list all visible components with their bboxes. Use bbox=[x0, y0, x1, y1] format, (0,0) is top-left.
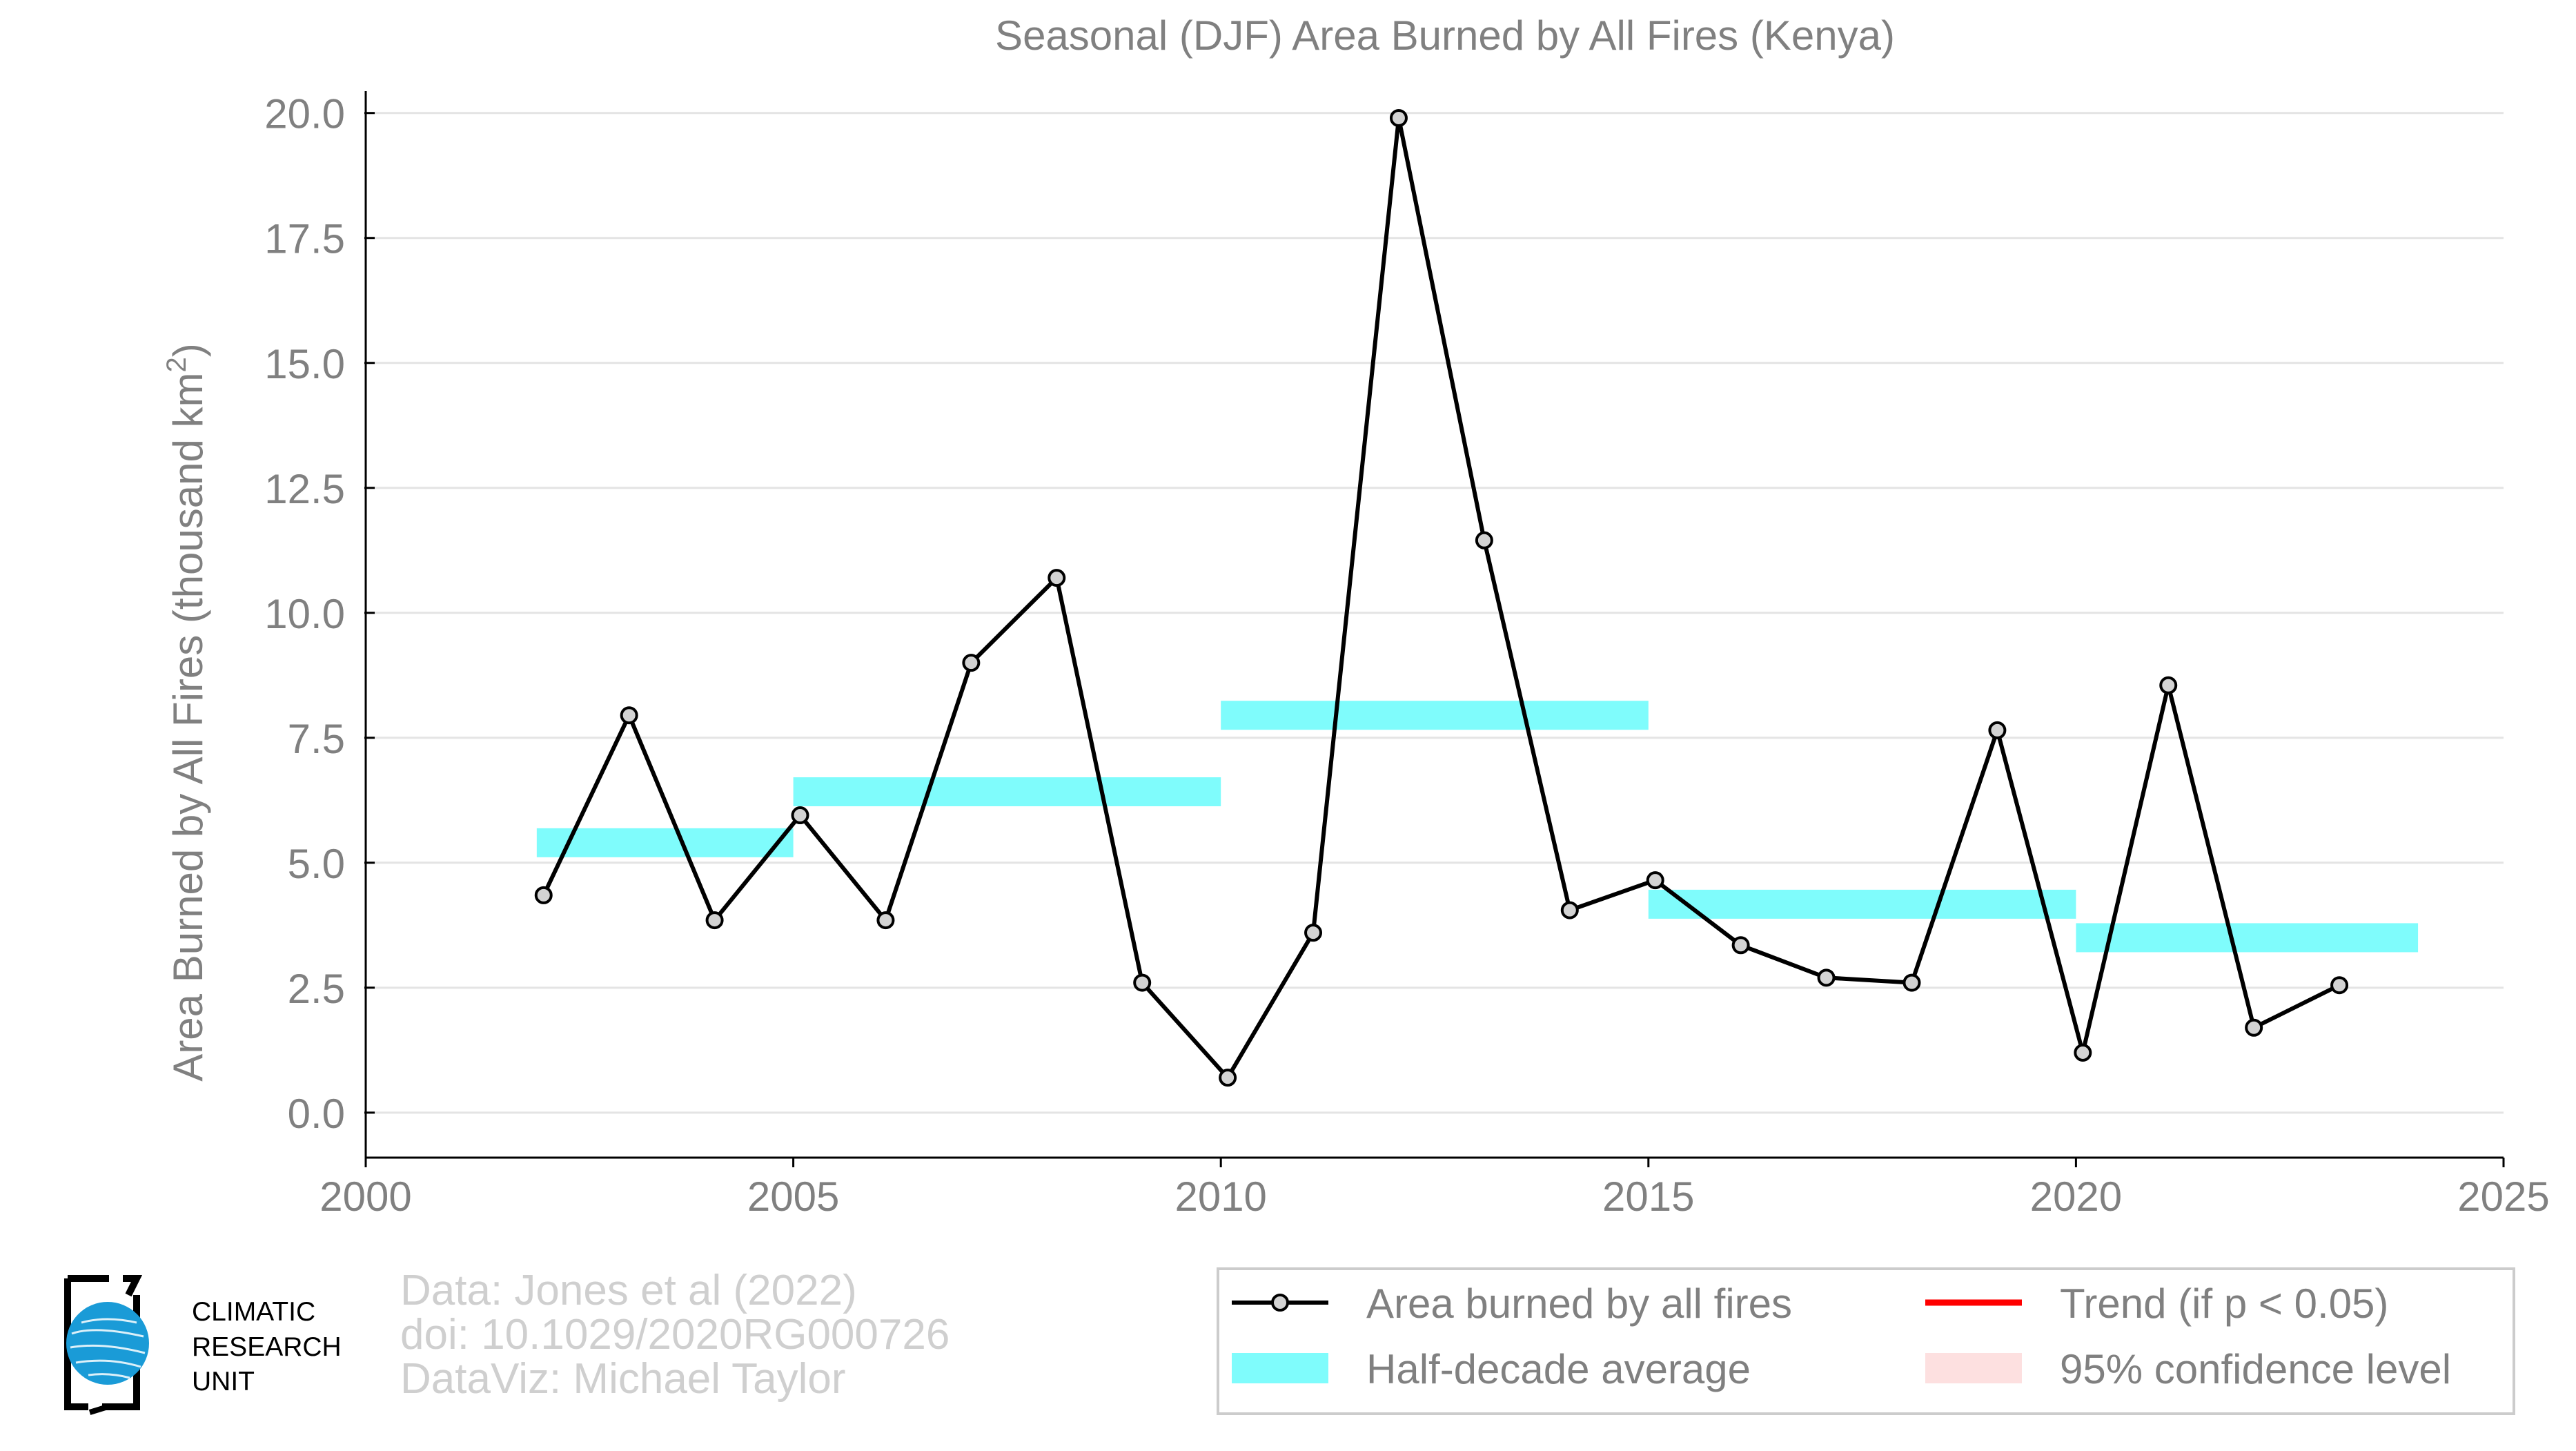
x-tick-label: 2000 bbox=[319, 1174, 411, 1220]
data-point bbox=[962, 654, 981, 672]
x-tick-label: 2025 bbox=[2457, 1174, 2549, 1220]
data-point bbox=[791, 806, 809, 825]
legend-label: Half-decade average bbox=[1366, 1346, 1751, 1392]
half-decade-average-bar bbox=[2076, 923, 2419, 953]
data-point bbox=[1304, 924, 1323, 942]
y-tick-label: 20.0 bbox=[264, 91, 345, 137]
data-point bbox=[2245, 1018, 2263, 1037]
y-tick-label: 12.5 bbox=[264, 466, 345, 512]
legend-swatch-marker bbox=[1271, 1294, 1289, 1312]
y-tick-label: 7.5 bbox=[288, 716, 345, 762]
legend-label: Trend (if p < 0.05) bbox=[2060, 1280, 2388, 1327]
cru-logo-text: CLIMATIC RESEARCH UNIT bbox=[192, 1295, 342, 1400]
half-decade-average-bar bbox=[536, 828, 794, 857]
y-tick-label: 15.0 bbox=[264, 341, 345, 387]
y-tick-label: 5.0 bbox=[288, 841, 345, 887]
data-point bbox=[1560, 901, 1579, 919]
half-decade-average-bar bbox=[1221, 701, 1649, 730]
x-tick-label: 2010 bbox=[1174, 1174, 1266, 1220]
credit-data-source: Data: Jones et al (2022) bbox=[400, 1267, 857, 1314]
legend-swatch-patch bbox=[1925, 1353, 2022, 1383]
half-decade-average-bar bbox=[1648, 889, 2076, 919]
data-point bbox=[1817, 968, 1836, 987]
data-point bbox=[1731, 936, 1750, 955]
data-point bbox=[2159, 676, 2178, 694]
half-decade-average-bars bbox=[536, 701, 2419, 953]
data-point bbox=[534, 886, 553, 904]
data-point bbox=[1389, 108, 1408, 127]
legend-box bbox=[1217, 1267, 2515, 1415]
data-point bbox=[2330, 976, 2349, 995]
credit-doi: doi: 10.1029/2020RG000726 bbox=[400, 1310, 950, 1359]
logo-line-2: RESEARCH bbox=[192, 1332, 342, 1362]
y-axis-label-superscript: 2 bbox=[161, 357, 192, 372]
data-point bbox=[876, 911, 895, 930]
half-decade-average-bar bbox=[793, 777, 1221, 806]
legend-swatch-patch bbox=[1232, 1353, 1328, 1383]
logo-line-3: UNIT bbox=[192, 1367, 255, 1397]
y-tick-label: 2.5 bbox=[288, 966, 345, 1012]
x-tick-label: 2020 bbox=[2030, 1174, 2122, 1220]
data-point bbox=[1475, 531, 1493, 549]
x-tick-label: 2015 bbox=[1602, 1174, 1694, 1220]
series-area-burned bbox=[534, 108, 2349, 1087]
data-point bbox=[1988, 721, 2007, 739]
x-tick-label: 2005 bbox=[747, 1174, 839, 1220]
globe-icon bbox=[66, 1302, 149, 1385]
data-point bbox=[705, 911, 724, 930]
data-point bbox=[2074, 1043, 2092, 1062]
series-line bbox=[542, 116, 2341, 1080]
y-tick-label: 17.5 bbox=[264, 216, 345, 262]
axes: 0.0 2.5 5.0 7.5 10.0 12.5 15.0 17.5 20.0 2000 2005… bbox=[264, 91, 2550, 1220]
data-point bbox=[1048, 569, 1066, 587]
y-axis-label-suffix: ) bbox=[165, 343, 211, 357]
legend: Area burned by all fires Trend (if p < 0.… bbox=[1217, 1267, 2515, 1415]
data-point bbox=[1646, 871, 1664, 890]
data-point bbox=[1219, 1069, 1237, 1087]
cru-logo: CLIMATIC RESEARCH UNIT bbox=[40, 1270, 357, 1415]
data-credits: Data: Jones et al (2022) doi: 10.1029/20… bbox=[400, 1269, 950, 1401]
legend-label: Area burned by all fires bbox=[1366, 1280, 1792, 1327]
y-tick-label: 0.0 bbox=[288, 1091, 345, 1137]
logo-line-1: CLIMATIC bbox=[192, 1297, 316, 1327]
cru-logo-mark bbox=[64, 1275, 149, 1415]
y-axis-label: Area Burned by All Fires (thousand km2) bbox=[161, 343, 211, 1081]
legend-label: 95% confidence level bbox=[2060, 1346, 2451, 1392]
data-point bbox=[1133, 973, 1152, 992]
credit-dataviz: DataViz: Michael Taylor bbox=[400, 1354, 846, 1403]
y-tick-label: 10.0 bbox=[264, 591, 345, 637]
data-point bbox=[1902, 973, 1921, 992]
data-point bbox=[620, 706, 638, 725]
chart-title: Seasonal (DJF) Area Burned by All Fires … bbox=[995, 12, 1895, 59]
grid bbox=[366, 112, 2504, 1114]
